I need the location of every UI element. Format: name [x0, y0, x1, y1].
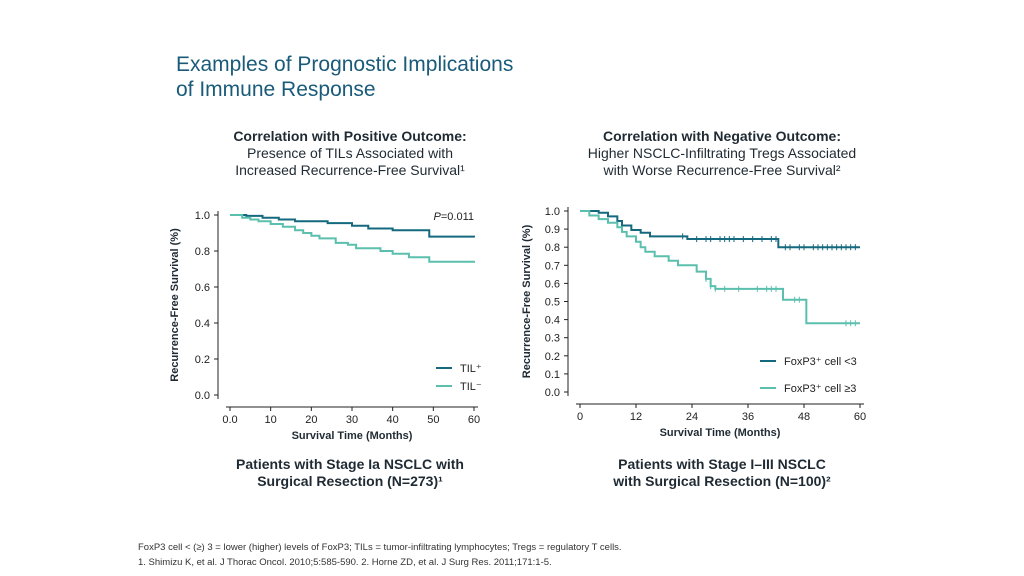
right-chart-x-tick-label: 60	[854, 411, 866, 423]
left-chart-x-tick-label: 50	[427, 414, 439, 426]
left-heading-line2: Presence of TILs Associated with	[247, 145, 453, 161]
left-chart-x-tick-label: 40	[387, 414, 399, 426]
right-chart-legend-2-label: FoxP3⁺ cell ≥3	[784, 383, 856, 395]
right-chart-x-tick-label: 0	[577, 411, 583, 423]
right-panel-footer: Patients with Stage I–III NSCLC with Sur…	[560, 456, 884, 490]
left-chart-legend-1-label: TIL⁺	[460, 363, 482, 375]
left-heading-line3: Increased Recurrence-Free Survival¹	[235, 162, 465, 178]
footnote-abbreviations: FoxP3 cell < (≥) 3 = lower (higher) leve…	[138, 542, 622, 553]
right-chart-y-tick-label: 0.1	[545, 369, 560, 381]
right-chart-x-tick-label: 48	[798, 411, 810, 423]
right-chart-y-axis-title: Recurrence-Free Survival (%)	[521, 224, 533, 378]
right-footer-line2: with Surgical Resection (N=100)²	[613, 473, 831, 489]
right-footer-line1: Patients with Stage I–III NSCLC	[618, 456, 826, 472]
left-heading-bold: Correlation with Positive Outcome:	[233, 128, 467, 144]
left-chart-x-tick-label: 20	[305, 414, 317, 426]
left-chart-y-tick-label: 0.4	[195, 318, 210, 330]
left-chart-x-tick-label: 10	[265, 414, 277, 426]
right-chart-x-tick-label: 36	[742, 411, 754, 423]
left-chart-p-value-number: =0.011	[441, 211, 474, 223]
left-chart-y-tick-label: 1.0	[195, 210, 210, 222]
right-chart-y-tick-label: 0.5	[545, 297, 560, 309]
left-chart-y-tick-label: 0.0	[195, 390, 210, 402]
right-chart-y-tick-label: 0.8	[545, 242, 560, 254]
footnote-references: 1. Shimizu K, et al. J Thorac Oncol. 201…	[138, 557, 552, 568]
slide-title: Examples of Prognostic Implications of I…	[176, 52, 736, 102]
right-chart-series-1-line	[580, 210, 860, 249]
left-chart-x-axis-title: Survival Time (Months)	[292, 430, 413, 442]
left-chart-x-tick-label: 0.0	[222, 414, 237, 426]
right-chart-x-tick-label: 24	[686, 411, 698, 423]
left-chart-x-tick-label: 60	[468, 414, 480, 426]
left-chart-series-1-line	[230, 214, 475, 238]
right-heading-bold: Correlation with Negative Outcome:	[602, 128, 842, 144]
right-chart-y-tick-label: 0.4	[545, 315, 560, 327]
right-panel-heading: Correlation with Negative Outcome: Highe…	[560, 128, 884, 179]
left-panel-footer: Patients with Stage Ia NSCLC with Surgic…	[200, 456, 500, 490]
right-heading-line3: with Worse Recurrence-Free Survival²	[603, 162, 841, 178]
right-chart-series-2-line	[580, 210, 860, 325]
left-footer-line2: Surgical Resection (N=273)¹	[257, 473, 443, 489]
right-chart-y-tick-label: 0.2	[545, 351, 560, 363]
right-chart-y-tick-label: 0.6	[545, 278, 560, 290]
left-panel-heading: Correlation with Positive Outcome: Prese…	[200, 128, 500, 179]
right-chart-y-tick-label: 1.0	[545, 206, 560, 218]
left-chart-y-tick-label: 0.6	[195, 282, 210, 294]
right-chart-legend-1-label: FoxP3⁺ cell <3	[784, 356, 857, 368]
right-heading-line2: Higher NSCLC-Infiltrating Tregs Associat…	[587, 145, 857, 161]
left-chart-legend-2-label: TIL⁻	[460, 381, 482, 393]
right-chart-y-tick-label: 0.3	[545, 333, 560, 345]
left-footer-line1: Patients with Stage Ia NSCLC with	[236, 456, 464, 472]
right-chart-y-tick-label: 0.9	[545, 224, 560, 236]
right-chart-x-axis-title: Survival Time (Months)	[660, 427, 781, 439]
right-chart-x-tick-label: 12	[630, 411, 642, 423]
left-km-chart: 0.0 0.2 0.4 0.6 0.8 1.0 0.0 10 20 30 40 50 60 Surviva…	[169, 210, 482, 442]
left-chart-x-tick-label: 30	[346, 414, 358, 426]
left-chart-y-axis-title: Recurrence-Free Survival (%)	[169, 228, 181, 382]
right-chart-y-tick-label: 0.0	[545, 387, 560, 399]
left-chart-y-tick-label: 0.8	[195, 246, 210, 258]
left-chart-series-2-line	[230, 214, 475, 263]
slide-title-line1: Examples of Prognostic Implications	[176, 53, 514, 76]
left-chart-p-value-symbol: P	[434, 211, 442, 223]
slide-title-line2: of Immune Response	[176, 78, 376, 101]
right-km-chart: 0.0 0.1 0.2 0.3 0.4 0.5 0.6 0.7 0.8 0.9 1.0 0 12 24 36…	[521, 206, 866, 439]
left-chart-y-tick-label: 0.2	[195, 354, 210, 366]
left-chart-p-value: P=0.011	[434, 211, 474, 223]
right-chart-y-tick-label: 0.7	[545, 260, 560, 272]
